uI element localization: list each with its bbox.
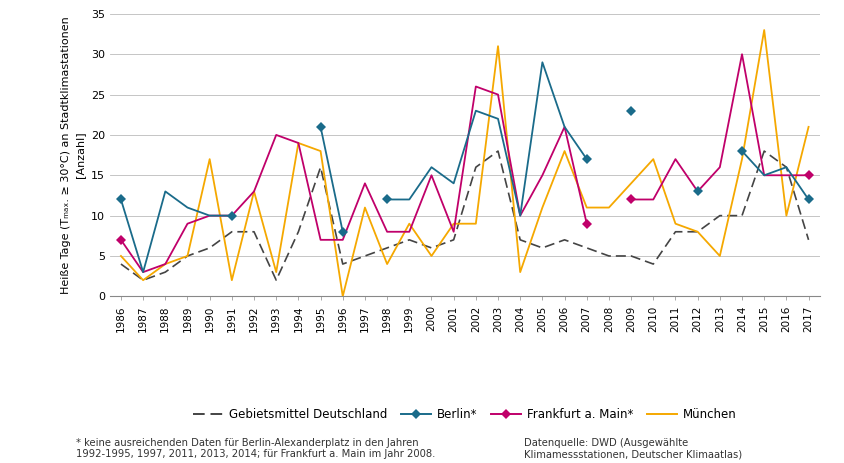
Text: * keine ausreichenden Daten für Berlin-Alexanderplatz in den Jahren
1992-1995, 1: * keine ausreichenden Daten für Berlin-A… — [76, 438, 435, 459]
Legend: Gebietsmittel Deutschland, Berlin*, Frankfurt a. Main*, München: Gebietsmittel Deutschland, Berlin*, Fran… — [188, 404, 740, 426]
Text: Datenquelle: DWD (Ausgewählte
Klimamessstationen, Deutscher Klimaatlas): Datenquelle: DWD (Ausgewählte Klimamesss… — [523, 438, 741, 459]
Y-axis label: Heiße Tage (Tₘₐₓ. ≥ 30°C) an Stadtklimastationen
[Anzahl]: Heiße Tage (Tₘₐₓ. ≥ 30°C) an Stadtklimas… — [62, 16, 85, 294]
